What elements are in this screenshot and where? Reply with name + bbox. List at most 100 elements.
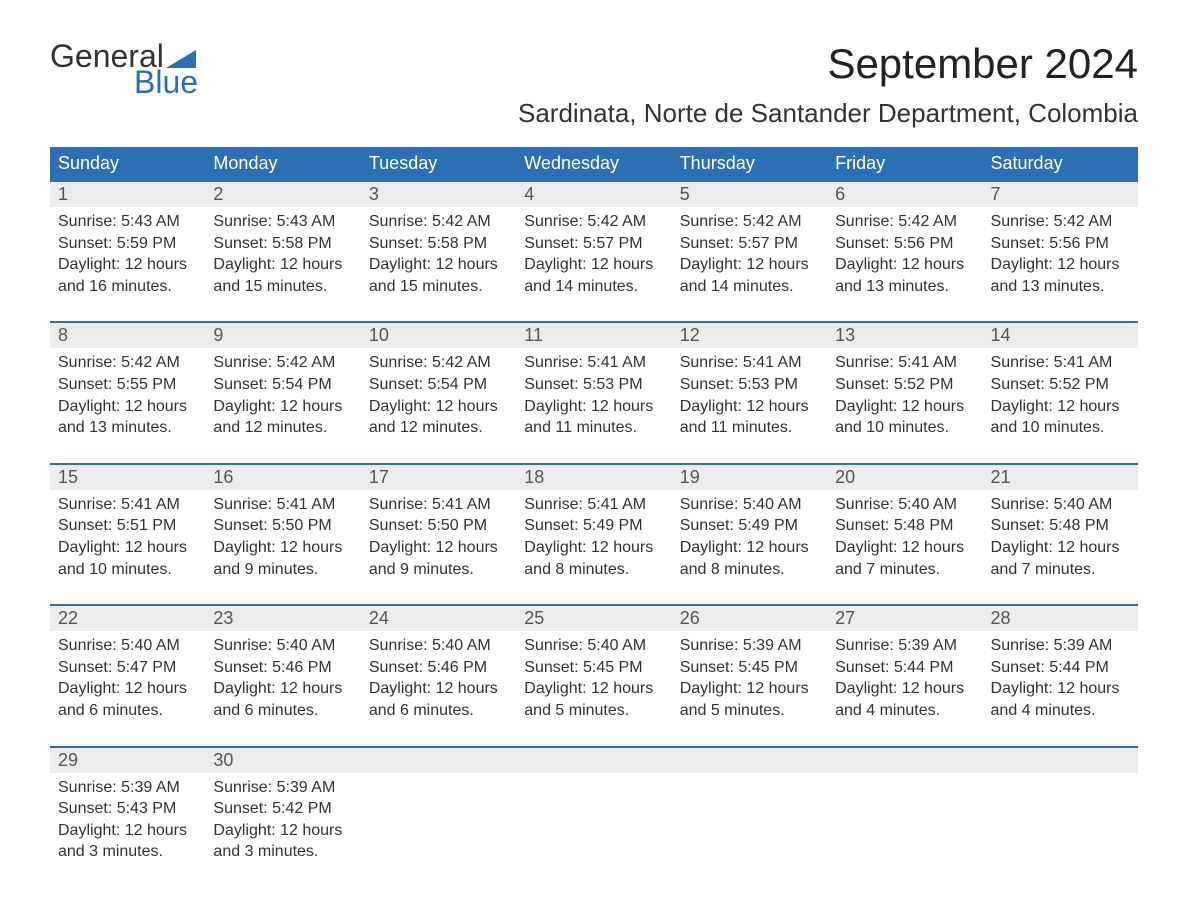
day-sunrise: Sunrise: 5:41 AM xyxy=(524,352,663,374)
day-sunrise: Sunrise: 5:42 AM xyxy=(524,211,663,233)
day-sunset: Sunset: 5:57 PM xyxy=(524,233,663,255)
week-row: 891011121314 Sunrise: 5:42 AM Sunset: 5:55… xyxy=(50,321,1138,438)
day-daylight2: and 4 minutes. xyxy=(991,700,1130,722)
day-sunset: Sunset: 5:43 PM xyxy=(58,798,197,820)
day-daylight2: and 9 minutes. xyxy=(369,559,508,581)
day-daylight1: Daylight: 12 hours xyxy=(213,254,352,276)
day-number: 13 xyxy=(827,323,982,348)
day-daylight1: Daylight: 12 hours xyxy=(58,254,197,276)
day-sunrise: Sunrise: 5:43 AM xyxy=(58,211,197,233)
day-sunset: Sunset: 5:57 PM xyxy=(680,233,819,255)
weekday-tuesday: Tuesday xyxy=(361,147,516,180)
day-sunset: Sunset: 5:58 PM xyxy=(369,233,508,255)
day-daylight1: Daylight: 12 hours xyxy=(213,396,352,418)
day-daylight2: and 11 minutes. xyxy=(524,417,663,439)
daynum-row: 2930 xyxy=(50,748,1138,773)
day-sunrise: Sunrise: 5:42 AM xyxy=(369,352,508,374)
day-number: 18 xyxy=(516,465,671,490)
day-sunrise: Sunrise: 5:42 AM xyxy=(213,352,352,374)
day-info: Sunrise: 5:42 AMSunset: 5:54 PMDaylight:… xyxy=(205,348,360,438)
day-daylight2: and 13 minutes. xyxy=(991,276,1130,298)
day-info: Sunrise: 5:41 AMSunset: 5:53 PMDaylight:… xyxy=(516,348,671,438)
day-sunrise: Sunrise: 5:40 AM xyxy=(835,494,974,516)
location: Sardinata, Norte de Santander Department… xyxy=(518,98,1138,129)
info-row: Sunrise: 5:42 AM Sunset: 5:55 PM Daylight:… xyxy=(50,348,1138,438)
day-sunrise: Sunrise: 5:41 AM xyxy=(213,494,352,516)
logo-line2: Blue xyxy=(50,66,198,98)
day-number: 12 xyxy=(672,323,827,348)
day-daylight2: and 10 minutes. xyxy=(991,417,1130,439)
day-sunrise: Sunrise: 5:39 AM xyxy=(58,777,197,799)
day-daylight2: and 10 minutes. xyxy=(835,417,974,439)
day-sunset: Sunset: 5:44 PM xyxy=(991,657,1130,679)
daynum-row: 1234567 xyxy=(50,182,1138,207)
day-sunset: Sunset: 5:45 PM xyxy=(680,657,819,679)
week-row: 15161718192021Sunrise: 5:41 AMSunset: 5:… xyxy=(50,463,1138,580)
day-daylight1: Daylight: 12 hours xyxy=(58,678,197,700)
day-daylight2: and 13 minutes. xyxy=(58,417,197,439)
day-sunset: Sunset: 5:58 PM xyxy=(213,233,352,255)
weekday-wednesday: Wednesday xyxy=(516,147,671,180)
day-daylight2: and 15 minutes. xyxy=(369,276,508,298)
day-daylight1: Daylight: 12 hours xyxy=(680,254,819,276)
calendar: SundayMondayTuesdayWednesdayThursdayFrid… xyxy=(50,147,1138,863)
day-info: Sunrise: 5:39 AMSunset: 5:42 PMDaylight:… xyxy=(205,773,360,863)
day-daylight2: and 12 minutes. xyxy=(369,417,508,439)
day-number: 1 xyxy=(50,182,205,207)
day-daylight2: and 13 minutes. xyxy=(835,276,974,298)
day-daylight2: and 6 minutes. xyxy=(58,700,197,722)
info-row: Sunrise: 5:39 AMSunset: 5:43 PMDaylight:… xyxy=(50,773,1138,863)
day-daylight2: and 14 minutes. xyxy=(680,276,819,298)
day-sunrise: Sunrise: 5:41 AM xyxy=(991,352,1130,374)
day-number: 3 xyxy=(361,182,516,207)
weekday-monday: Monday xyxy=(205,147,360,180)
day-sunset: Sunset: 5:44 PM xyxy=(835,657,974,679)
day-daylight2: and 6 minutes. xyxy=(213,700,352,722)
header: General Blue September 2024 Sardinata, N… xyxy=(50,40,1138,141)
day-daylight1: Daylight: 12 hours xyxy=(680,678,819,700)
day-sunset: Sunset: 5:48 PM xyxy=(991,515,1130,537)
day-info: Sunrise: 5:41 AMSunset: 5:53 PMDaylight:… xyxy=(672,348,827,438)
day-sunrise: Sunrise: 5:42 AM xyxy=(835,211,974,233)
day-daylight1: Daylight: 12 hours xyxy=(213,537,352,559)
day-sunset: Sunset: 5:45 PM xyxy=(524,657,663,679)
day-info: Sunrise: 5:42 AMSunset: 5:57 PMDaylight:… xyxy=(672,207,827,297)
day-number xyxy=(983,748,1138,773)
day-daylight1: Daylight: 12 hours xyxy=(991,678,1130,700)
daynum-row: 891011121314 xyxy=(50,323,1138,348)
day-info: Sunrise: 5:42 AMSunset: 5:56 PMDaylight:… xyxy=(983,207,1138,297)
day-daylight1: Daylight: 12 hours xyxy=(369,537,508,559)
day-daylight1: Daylight: 12 hours xyxy=(369,396,508,418)
day-daylight2: and 9 minutes. xyxy=(213,559,352,581)
day-number: 28 xyxy=(983,606,1138,631)
day-daylight1: Daylight: 12 hours xyxy=(680,537,819,559)
day-number: 10 xyxy=(361,323,516,348)
day-sunset: Sunset: 5:46 PM xyxy=(213,657,352,679)
day-daylight1: Daylight: 12 hours xyxy=(991,537,1130,559)
day-daylight1: Daylight: 12 hours xyxy=(835,396,974,418)
day-info: Sunrise: 5:40 AMSunset: 5:47 PMDaylight:… xyxy=(50,631,205,721)
day-info: Sunrise: 5:42 AMSunset: 5:54 PMDaylight:… xyxy=(361,348,516,438)
day-number: 8 xyxy=(50,323,205,348)
day-sunset: Sunset: 5:50 PM xyxy=(213,515,352,537)
day-number: 24 xyxy=(361,606,516,631)
day-info: Sunrise: 5:42 AMSunset: 5:58 PMDaylight:… xyxy=(361,207,516,297)
day-sunrise: Sunrise: 5:39 AM xyxy=(835,635,974,657)
day-sunset: Sunset: 5:55 PM xyxy=(58,374,197,396)
day-daylight1: Daylight: 12 hours xyxy=(369,254,508,276)
day-daylight2: and 15 minutes. xyxy=(213,276,352,298)
day-number: 5 xyxy=(672,182,827,207)
day-number xyxy=(516,748,671,773)
day-info: Sunrise: 5:39 AMSunset: 5:45 PMDaylight:… xyxy=(672,631,827,721)
day-daylight2: and 8 minutes. xyxy=(680,559,819,581)
weeks-container: 1234567Sunrise: 5:43 AMSunset: 5:59 PMDa… xyxy=(50,180,1138,863)
day-info: Sunrise: 5:42 AMSunset: 5:55 PMDaylight:… xyxy=(50,348,205,438)
day-info: Sunrise: 5:40 AMSunset: 5:46 PMDaylight:… xyxy=(361,631,516,721)
day-info: Sunrise: 5:41 AMSunset: 5:51 PMDaylight:… xyxy=(50,490,205,580)
day-sunset: Sunset: 5:56 PM xyxy=(835,233,974,255)
day-sunset: Sunset: 5:50 PM xyxy=(369,515,508,537)
day-daylight2: and 4 minutes. xyxy=(835,700,974,722)
day-daylight1: Daylight: 12 hours xyxy=(835,254,974,276)
day-info: Sunrise: 5:40 AMSunset: 5:46 PMDaylight:… xyxy=(205,631,360,721)
day-number: 20 xyxy=(827,465,982,490)
